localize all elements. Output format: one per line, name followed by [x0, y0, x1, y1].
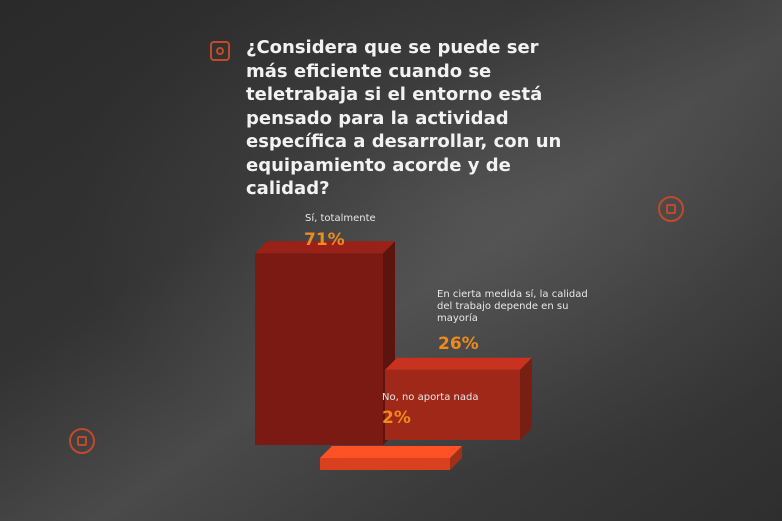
bar-label-1: Sí, totalmente: [305, 213, 376, 224]
bar-label-2: En cierta medida sí, la calidad del trab…: [437, 289, 588, 324]
bar-value-1: 71%: [304, 230, 345, 250]
bar-2-side: [520, 357, 532, 440]
bar-value-3: 2%: [382, 408, 411, 428]
bar-3-side: [450, 446, 462, 470]
decorative-circle-icon: [69, 428, 95, 454]
bar-2-front: [385, 369, 520, 440]
decorative-circle-icon: [658, 196, 684, 222]
bar-label-3: No, no aporta nada: [382, 392, 479, 403]
question-icon: [210, 41, 230, 61]
question-title: ¿Considera que se puede ser más eficient…: [246, 37, 562, 199]
bar-2-top: [385, 357, 532, 370]
bar-1-top: [255, 241, 395, 254]
bar-3-top: [320, 446, 462, 458]
bar-3-front: [320, 458, 450, 470]
bar-value-2: 26%: [438, 334, 479, 354]
bar-1-front: [255, 253, 383, 445]
